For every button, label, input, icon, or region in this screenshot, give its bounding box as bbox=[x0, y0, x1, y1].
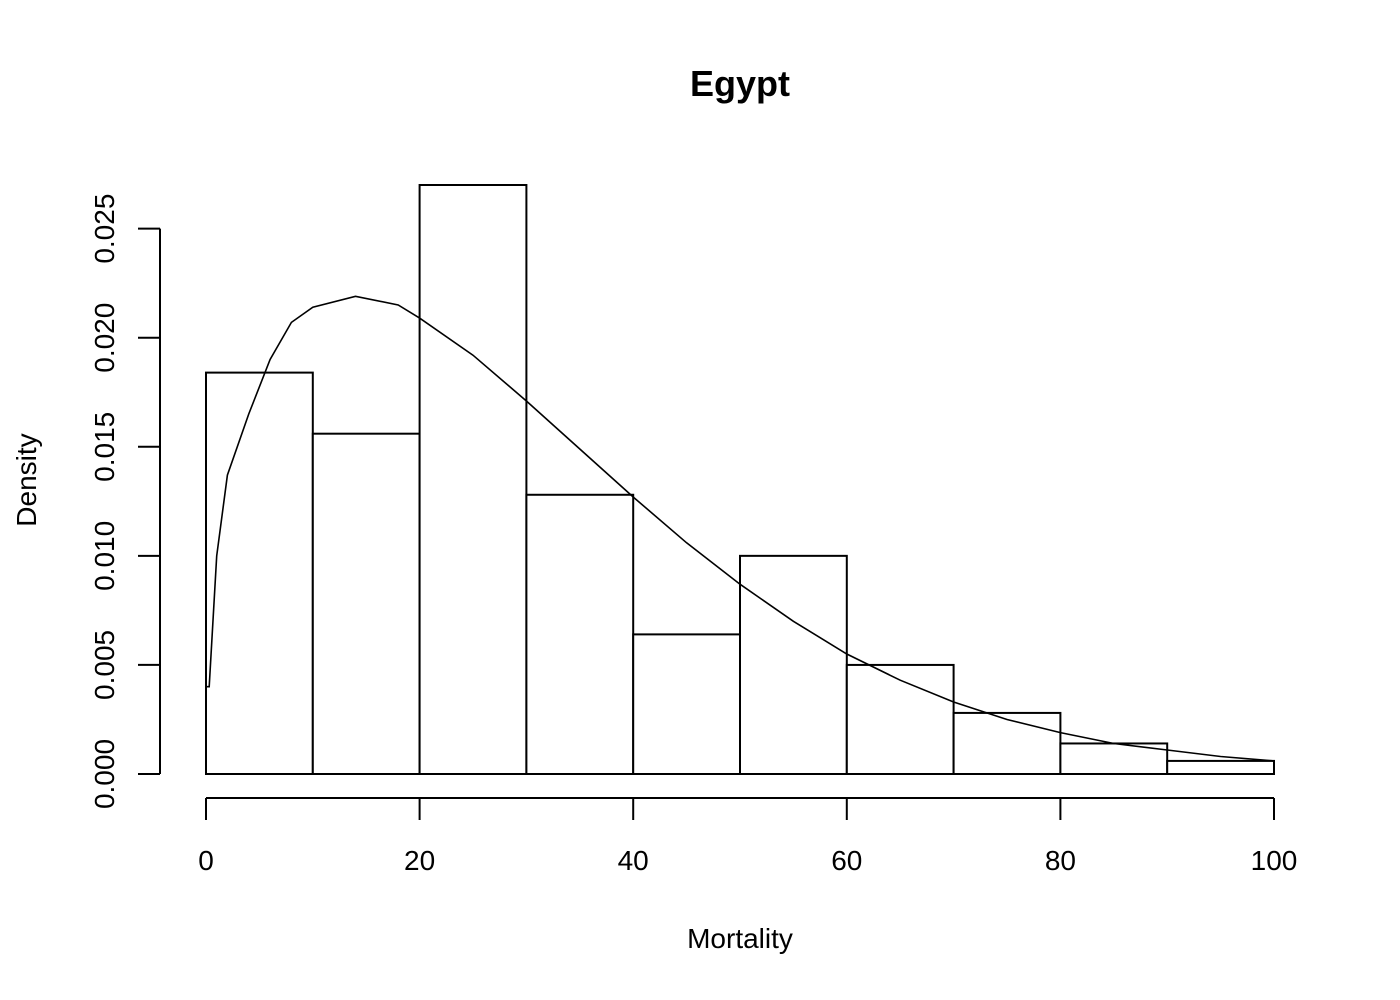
y-tick-label: 0.010 bbox=[89, 521, 120, 591]
histogram-bar-8 bbox=[952, 711, 1062, 775]
x-axis-label: Mortality bbox=[687, 923, 793, 954]
histogram-bar-5 bbox=[632, 633, 742, 776]
y-tick-label: 0.005 bbox=[89, 630, 120, 700]
x-axis: 0 20 40 60 80 100 bbox=[198, 797, 1298, 876]
y-tick-label: 0.000 bbox=[89, 739, 120, 809]
x-tick-label: 20 bbox=[404, 845, 435, 876]
chart-title: Egypt bbox=[690, 63, 790, 104]
y-tick-label: 0.015 bbox=[89, 412, 120, 482]
x-tick-label: 100 bbox=[1251, 845, 1298, 876]
y-tick-label: 0.025 bbox=[89, 194, 120, 264]
histogram-bar-10 bbox=[1166, 759, 1275, 776]
histogram-bar-2 bbox=[311, 432, 421, 775]
density-curve bbox=[206, 295, 1275, 762]
histogram-bar-1 bbox=[205, 371, 314, 775]
y-axis: 0.000 0.005 0.010 0.015 0.020 0.025 bbox=[89, 194, 161, 809]
x-tick-label: 80 bbox=[1045, 845, 1076, 876]
histogram-bar-7 bbox=[845, 663, 955, 775]
x-tick-label: 60 bbox=[831, 845, 862, 876]
histogram-bars bbox=[205, 184, 1275, 776]
x-tick-label: 40 bbox=[618, 845, 649, 876]
histogram-bar-3 bbox=[418, 184, 528, 775]
histogram-bar-6 bbox=[739, 554, 848, 776]
y-tick-label: 0.020 bbox=[89, 303, 120, 373]
histogram-bar-4 bbox=[525, 493, 635, 775]
x-tick-label: 0 bbox=[198, 845, 214, 876]
y-axis-label: Density bbox=[11, 433, 42, 526]
